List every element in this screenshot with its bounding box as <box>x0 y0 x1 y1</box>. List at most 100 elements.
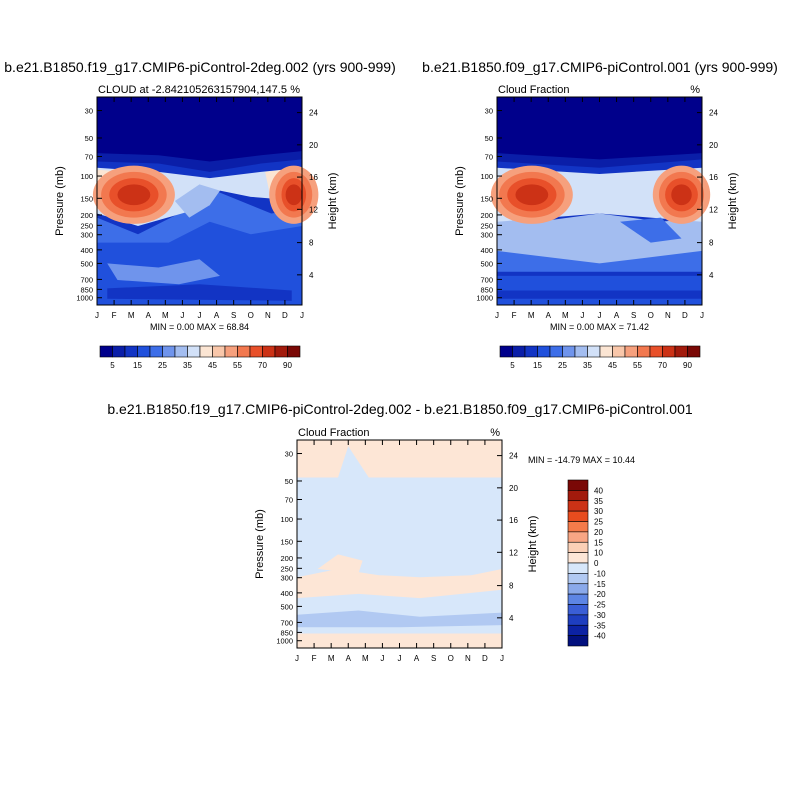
x-tick-label: J <box>295 654 299 663</box>
colorbar-swatch <box>174 345 188 358</box>
x-tick-label: D <box>482 654 488 663</box>
x-tick-label: O <box>248 311 254 320</box>
colorbar-label: 15 <box>594 538 603 547</box>
x-tick-label: J <box>95 311 99 320</box>
colorbar-label: 25 <box>558 361 567 370</box>
colorbar-label: -20 <box>594 590 606 599</box>
y-tick-label: 1000 <box>76 294 93 303</box>
x-tick-label: S <box>631 311 636 320</box>
panel-1: b.e21.B1850.f19_g17.CMIP6-piControl-2deg… <box>4 59 395 370</box>
y-tick-label: 200 <box>80 211 93 220</box>
colorbar-swatch <box>99 345 113 358</box>
x-tick-label: F <box>112 311 117 320</box>
colorbar-swatch <box>637 345 651 358</box>
x-tick-label: A <box>614 311 620 320</box>
colorbar-swatch <box>562 345 576 358</box>
y-tick-label: 100 <box>280 515 293 524</box>
colorbar-swatch <box>262 345 276 358</box>
contour-band-0 <box>297 440 502 648</box>
panel-2: b.e21.B1850.f09_g17.CMIP6-piControl.001 … <box>422 59 778 370</box>
y-tick-label: 150 <box>80 194 93 203</box>
y-tick-label: 200 <box>280 554 293 563</box>
y-tick-label: 300 <box>480 231 493 240</box>
right-tick-label: 8 <box>709 239 714 248</box>
y-tick-label: 50 <box>85 134 93 143</box>
right-tick-label: 12 <box>709 205 718 214</box>
colorbar-swatch <box>137 345 151 358</box>
colorbar-swatch <box>567 635 589 647</box>
x-tick-label: S <box>431 654 436 663</box>
contour-band-2 <box>297 568 502 599</box>
right-tick-label: 24 <box>309 109 318 118</box>
colorbar-label: 90 <box>683 361 692 370</box>
colorbar-swatch <box>662 345 676 358</box>
colorbar-swatch <box>567 531 589 543</box>
y-tick-label: 30 <box>285 450 293 459</box>
contour-band-4 <box>97 188 302 243</box>
colorbar-swatch <box>124 345 138 358</box>
colorbar-swatch <box>249 345 263 358</box>
colorbar-label: -35 <box>594 621 606 630</box>
y-tick-label: 850 <box>80 285 93 294</box>
min-max-stats: MIN = 0.00 MAX = 68.84 <box>150 322 249 332</box>
colorbar-label: 55 <box>633 361 642 370</box>
contour-band-1 <box>297 440 502 478</box>
cloud-maximum-0-3 <box>515 184 549 206</box>
y-tick-label: 250 <box>480 221 493 230</box>
contour-band-8 <box>497 290 702 299</box>
colorbar-label: 10 <box>594 549 603 558</box>
colorbar-label: 70 <box>658 361 667 370</box>
colorbar-label: 90 <box>283 361 292 370</box>
y-tick-label: 500 <box>280 602 293 611</box>
x-tick-label: J <box>495 311 499 320</box>
y-tick-label: 250 <box>280 564 293 573</box>
colorbar-swatch <box>567 552 589 564</box>
colorbar-label: 20 <box>594 528 603 537</box>
colorbar-label: 15 <box>133 361 142 370</box>
contour-field <box>490 97 711 305</box>
colorbar-swatch <box>567 624 589 636</box>
colorbar-swatch <box>287 345 301 358</box>
contour-band-6 <box>620 217 682 243</box>
y-tick-label: 300 <box>80 231 93 240</box>
units-label: % <box>290 84 300 96</box>
y-tick-label: 30 <box>485 107 493 116</box>
right-axis-label: Height (km) <box>727 173 739 230</box>
panel-3: b.e21.B1850.f19_g17.CMIP6-piControl-2deg… <box>107 401 692 663</box>
chart-title: b.e21.B1850.f09_g17.CMIP6-piControl.001 … <box>422 59 778 75</box>
y-tick-label: 400 <box>80 246 93 255</box>
colorbar-label: 35 <box>183 361 192 370</box>
colorbar-swatch <box>587 345 601 358</box>
colorbar-label: 35 <box>583 361 592 370</box>
field-label: Cloud Fraction <box>298 427 370 439</box>
colorbar-swatch <box>687 345 701 358</box>
y-tick-label: 700 <box>280 618 293 627</box>
x-tick-label: D <box>282 311 288 320</box>
colorbar-swatch <box>567 500 589 512</box>
colorbar-swatch <box>567 614 589 626</box>
y-tick-label: 200 <box>480 211 493 220</box>
x-tick-label: N <box>265 311 271 320</box>
x-tick-label: F <box>312 654 317 663</box>
right-tick-label: 16 <box>709 173 718 182</box>
y-tick-label: 50 <box>285 477 293 486</box>
right-tick-label: 24 <box>509 452 518 461</box>
colorbar-swatch <box>567 562 589 574</box>
x-tick-label: M <box>162 311 169 320</box>
colorbar-swatch <box>537 345 551 358</box>
right-tick-label: 20 <box>509 484 518 493</box>
colorbar-label: 15 <box>533 361 542 370</box>
colorbar-swatch <box>567 510 589 522</box>
y-tick-label: 70 <box>485 152 493 161</box>
colorbar-swatch <box>162 345 176 358</box>
colorbar-label: -40 <box>594 632 606 641</box>
colorbar-swatch <box>567 583 589 595</box>
x-tick-label: M <box>562 311 569 320</box>
chart-title: b.e21.B1850.f19_g17.CMIP6-piControl-2deg… <box>4 59 395 75</box>
right-tick-label: 12 <box>509 548 518 557</box>
x-tick-label: S <box>231 311 236 320</box>
right-tick-label: 4 <box>509 614 514 623</box>
cloud-maximum-1-3 <box>285 184 302 206</box>
colorbar-label: 25 <box>594 518 603 527</box>
